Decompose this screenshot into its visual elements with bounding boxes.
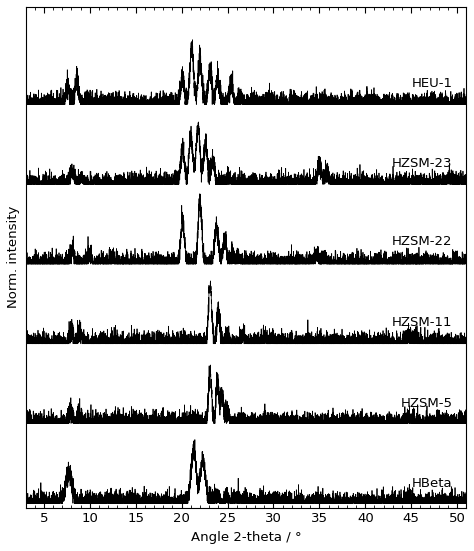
Text: HZSM-22: HZSM-22 bbox=[392, 235, 453, 249]
Text: HEU-1: HEU-1 bbox=[411, 77, 453, 90]
X-axis label: Angle 2-theta / °: Angle 2-theta / ° bbox=[191, 531, 301, 544]
Y-axis label: Norm. intensity: Norm. intensity bbox=[7, 206, 20, 309]
Text: HZSM-5: HZSM-5 bbox=[401, 397, 453, 410]
Text: HZSM-11: HZSM-11 bbox=[392, 316, 453, 329]
Text: HBeta: HBeta bbox=[412, 477, 453, 490]
Text: HZSM-23: HZSM-23 bbox=[392, 157, 453, 170]
